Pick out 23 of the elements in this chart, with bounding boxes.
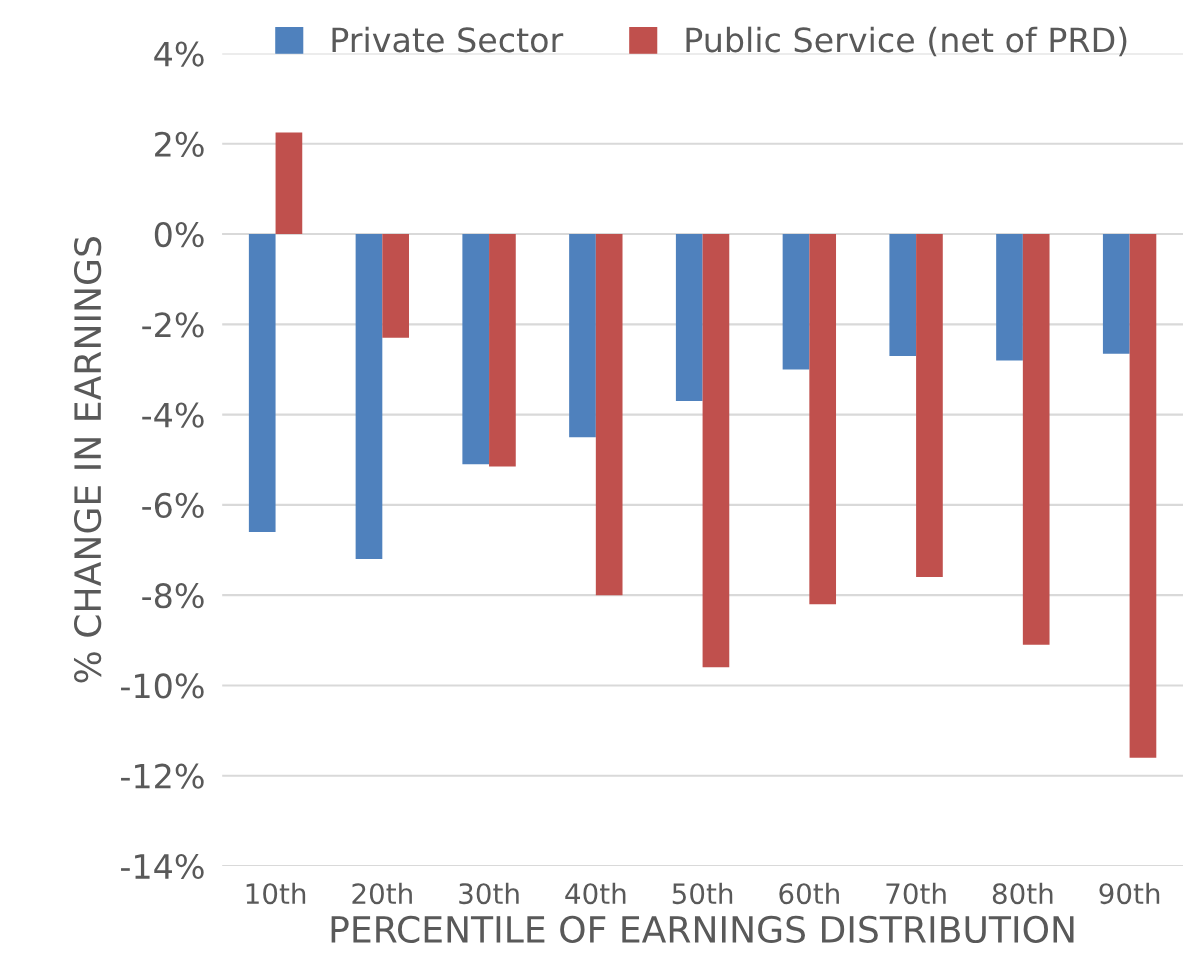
legend-label: Private Sector [332,26,564,53]
x-tick-label: 10th [246,882,306,905]
y-tick-label: -6% [142,492,204,519]
x-tick-label: 90th [1099,882,1160,905]
y-tick-label: 2% [155,131,204,157]
x-tick-label: 40th [565,882,626,905]
x-axis-title: PERCENTILE OF EARNINGS DISTRIBUTION [331,915,1074,944]
y-tick-label: -10% [121,673,204,699]
y-tick-label: -4% [142,402,204,428]
y-tick-label: -12% [121,763,204,789]
y-tick-label: -8% [142,583,204,609]
x-tick-label: 50th [672,882,733,905]
y-tick-label: 0% [154,221,204,248]
y-tick-label: -14% [121,853,204,880]
x-tick-label: 30th [459,882,519,905]
legend-label: Public Service (net of PRD) [686,26,1127,57]
y-tick-label: -2% [142,312,204,338]
x-tick-label: 20th [352,882,412,905]
y-axis-title: % CHANGE IN EARNINGS [73,237,102,683]
y-tick-label: 4% [154,41,204,67]
x-tick-label: 70th [886,882,946,905]
x-tick-label: 80th [992,882,1053,905]
x-tick-label: 60th [779,882,839,905]
